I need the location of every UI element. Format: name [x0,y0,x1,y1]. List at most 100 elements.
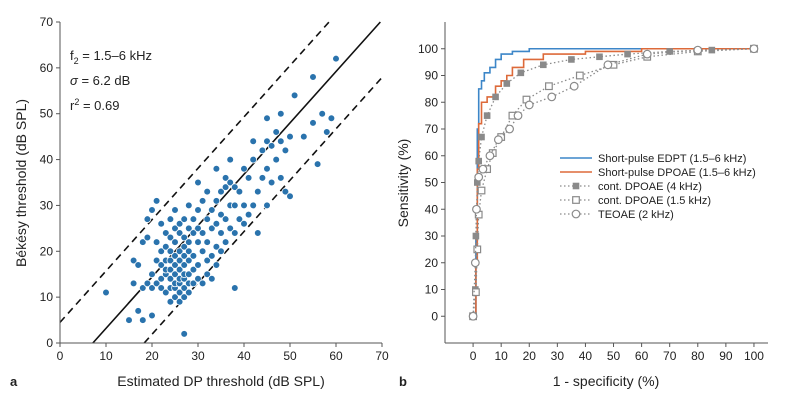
panel-b-legend: Short-pulse EDPT (1.5–6 kHz) Short-pulse … [560,153,756,221]
scatter-point [332,54,340,63]
panel-b-y-tick-label: 40 [425,202,439,216]
panel-b-y-tick-label: 50 [425,176,439,190]
scatter-point [212,242,221,251]
panel-a-points [102,54,340,338]
scatter-point [221,183,230,191]
panel-b-x-tick-label: 10 [494,349,508,363]
scatter-point [194,261,202,269]
scatter-point [185,256,193,265]
scatter-point [148,284,156,292]
scatter-point [226,155,235,164]
scatter-point [231,229,239,237]
panel-b-x-tick-label: 50 [607,349,621,363]
scatter-point [162,288,170,297]
roc-marker-2 [474,179,481,186]
scatter-point [166,247,175,256]
scatter-point [231,284,239,292]
scatter-point [171,252,179,260]
scatter-point [309,119,317,127]
panel-b-y-tick-label: 100 [418,42,438,56]
scatter-point [217,210,225,219]
scatter-point [212,261,221,269]
scatter-point [143,215,152,223]
scatter-point [180,330,189,338]
scatter-point [134,307,143,315]
scatter-point [258,146,267,155]
roc-marker-2 [478,133,485,141]
scatter-point [203,270,212,279]
scatter-point [180,261,189,269]
roc-marker-2 [540,61,547,69]
roc-marker-4 [603,60,613,70]
panel-b-x-tick-label: 80 [691,349,705,363]
panel-a-x-tick-label: 50 [283,349,297,363]
scatter-point [231,201,239,210]
scatter-point [157,284,166,292]
scatter-point [281,187,290,196]
panel-b-y-tick-label: 20 [425,256,439,270]
scatter-point [208,224,216,233]
panel-b-y-axis-label: Sensitivity (%) [395,139,411,228]
scatter-point [263,164,271,173]
scatter-point [244,174,253,182]
scatter-point [240,219,248,228]
scatter-point [263,137,271,146]
scatter-point [198,247,207,256]
panel-b-y-tick-label: 60 [425,149,439,163]
panel-b-x-tick-label: 40 [579,349,593,363]
panel-b-ticks: 0 10 20 30 40 50 60 70 80 90 100 0 10 20 30 40 50 60 70 80 9… [418,42,764,363]
roc-series-line-3 [472,48,754,317]
scatter-point [134,261,143,269]
scatter-point [208,206,216,214]
scatter-point [226,224,235,233]
scatter-point [157,274,166,283]
scatter-point [175,219,184,228]
panel-b-x-tick-label: 90 [719,349,733,363]
scatter-point [272,155,281,164]
roc-marker-3 [471,288,480,297]
panel-a-x-tick-label: 0 [57,349,64,363]
panel-a-y-tick-label: 0 [46,336,53,350]
legend-label-2: cont. DPOAE (4 kHz) [598,181,702,193]
scatter-point [166,256,175,265]
scatter-point [198,229,207,237]
scatter-point [166,297,175,306]
panel-b-x-tick-label: 60 [635,349,649,363]
scatter-point [102,288,110,297]
scatter-point [189,215,198,223]
panel-a-ticks: 0 10 20 30 40 50 60 70 0 10 20 30 40 50 60 70 [40,15,389,363]
scatter-point [143,233,152,242]
scatter-point [171,261,179,269]
roc-marker-2 [483,112,491,119]
scatter-point [194,224,202,233]
scatter-point [249,137,258,146]
scatter-point [208,274,216,283]
scatter-point [217,187,225,196]
regression-line [92,21,381,344]
scatter-point [244,210,253,219]
roc-marker-3 [575,71,584,80]
scatter-point [290,91,299,100]
scatter-point [189,252,198,260]
scatter-point [286,192,294,201]
scatter-point [198,279,207,288]
scatter-point [276,109,285,118]
panel-b-y-tick-label: 70 [425,122,439,136]
scatter-point [185,288,193,297]
scatter-point [143,279,152,288]
panel-b-x-tick-label: 20 [523,349,537,363]
panel-a-x-tick-label: 40 [237,349,251,363]
scatter-point [203,238,212,246]
scatter-point [185,270,193,279]
scatter-point [286,132,294,141]
scatter-point [148,270,156,279]
scatter-point [221,215,230,223]
scatter-point [276,137,285,146]
scatter-point [235,187,244,196]
panel-a-y-tick-label: 30 [40,198,54,212]
panel-b-roc: 0 10 20 30 40 50 60 70 80 90 100 0 10 20 30 40 50 60 70 80 9… [395,22,768,389]
scatter-point [139,316,147,324]
scatter-point [281,146,290,155]
upper-confidence-line [59,21,330,323]
panel-b-y-tick-label: 0 [431,309,438,323]
